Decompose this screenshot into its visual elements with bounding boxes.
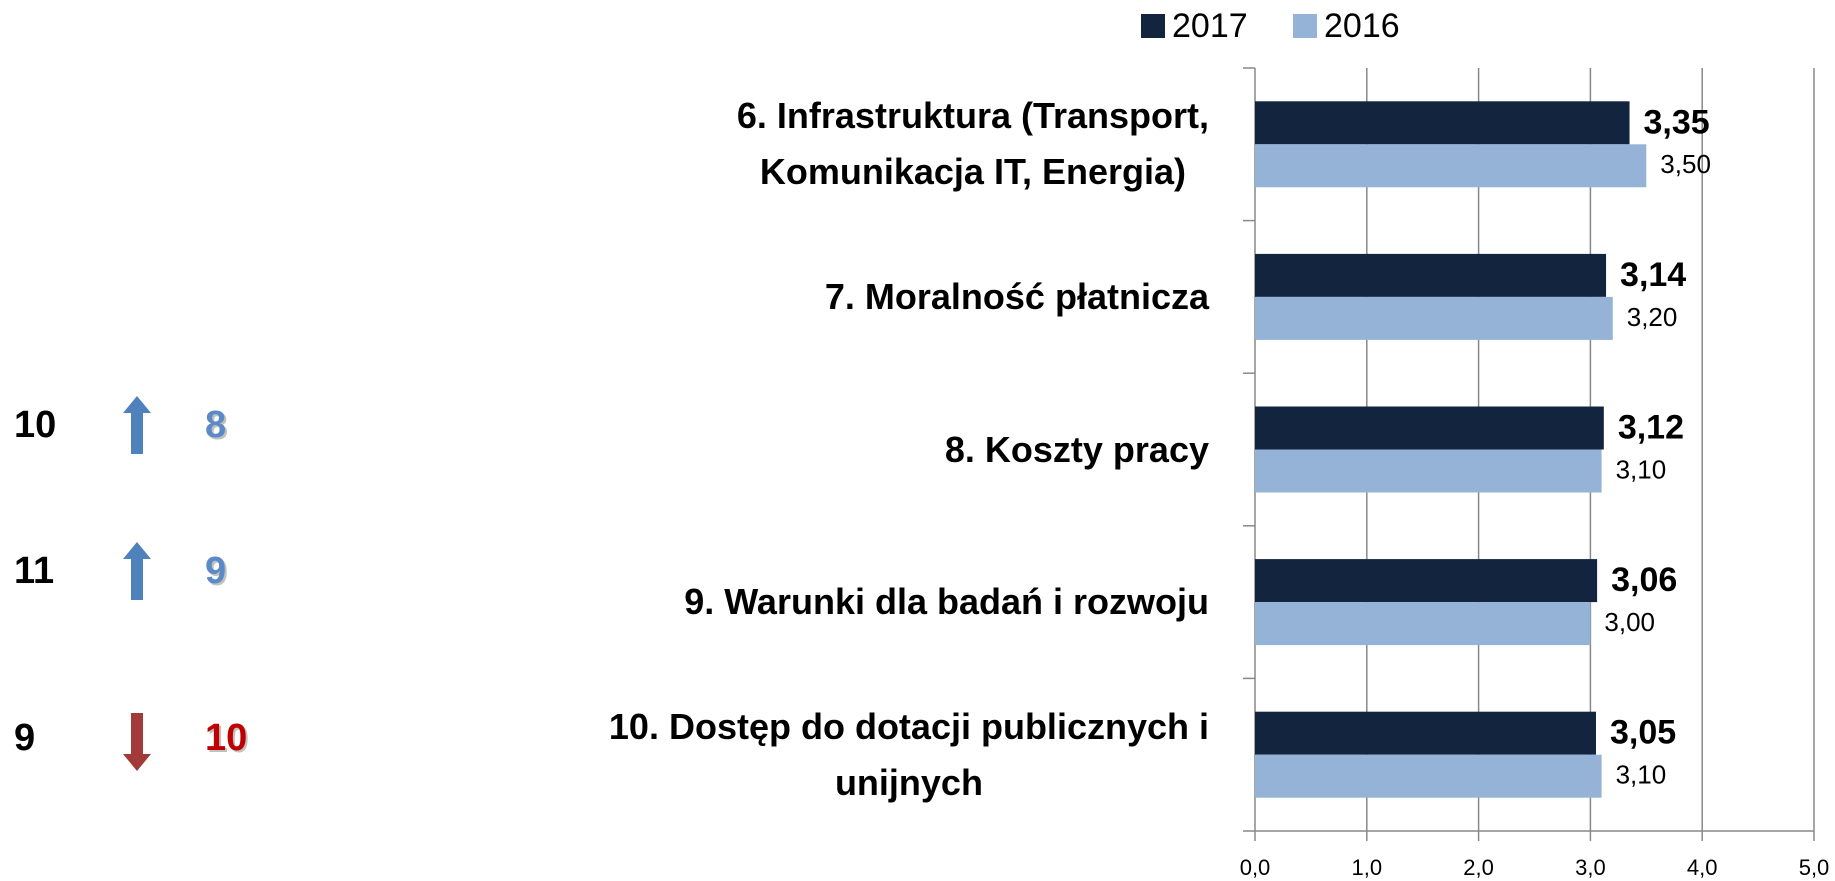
legend-label: 2017 (1172, 7, 1248, 45)
x-tick-label: 4,0 (1687, 855, 1718, 880)
value-label: 3,35 (1644, 103, 1710, 141)
value-label: 3,10 (1616, 760, 1667, 790)
legend-label: 2016 (1324, 7, 1400, 45)
value-label: 3,10 (1616, 454, 1667, 484)
rank-current-shadow: 9 (207, 552, 228, 594)
bar (1255, 296, 1613, 340)
x-tick-label: 5,0 (1799, 855, 1830, 880)
rank-current: 10 (205, 717, 247, 759)
rank-arrow (123, 713, 151, 771)
rank-current-shadow: 10 (207, 719, 249, 761)
rank-previous: 9 (14, 717, 35, 759)
bar (1255, 754, 1602, 798)
rank-previous: 11 (14, 550, 54, 592)
category-label: 6. Infrastruktura (Transport, Komunikacj… (736, 95, 1209, 193)
legend-swatch (1293, 14, 1317, 38)
bar (1255, 144, 1647, 188)
value-label: 3,00 (1604, 607, 1655, 637)
value-label: 3,20 (1627, 302, 1678, 332)
category-label: 9. Warunki dla badań i rozwoju (684, 581, 1209, 623)
rank-current-shadow: 8 (207, 406, 228, 448)
legend-swatch (1141, 14, 1165, 38)
bar (1255, 253, 1607, 297)
rank-current: 9 (205, 550, 226, 592)
rank-previous: 10 (14, 404, 56, 446)
x-tick-label: 3,0 (1575, 855, 1606, 880)
bar (1255, 449, 1602, 493)
rank-arrow (123, 396, 151, 454)
value-label: 3,12 (1618, 408, 1684, 446)
x-tick-label: 1,0 (1352, 855, 1383, 880)
value-label: 3,05 (1610, 714, 1676, 752)
x-tick-label: 2,0 (1463, 855, 1494, 880)
rank-current: 8 (205, 404, 226, 446)
category-label: 10. Dostęp do dotacji publicznych i unij… (608, 705, 1209, 803)
bar (1255, 602, 1591, 646)
rank-arrow (123, 542, 151, 600)
bar (1255, 711, 1596, 755)
bar (1255, 559, 1598, 603)
value-label: 3,14 (1620, 256, 1686, 294)
value-label: 3,50 (1660, 149, 1711, 179)
bar (1255, 101, 1630, 145)
category-label: 8. Koszty pracy (944, 428, 1209, 470)
x-tick-label: 0,0 (1240, 855, 1271, 880)
bar (1255, 406, 1604, 450)
value-label: 3,06 (1611, 561, 1677, 599)
category-label: 7. Moralność płatnicza (824, 275, 1209, 317)
